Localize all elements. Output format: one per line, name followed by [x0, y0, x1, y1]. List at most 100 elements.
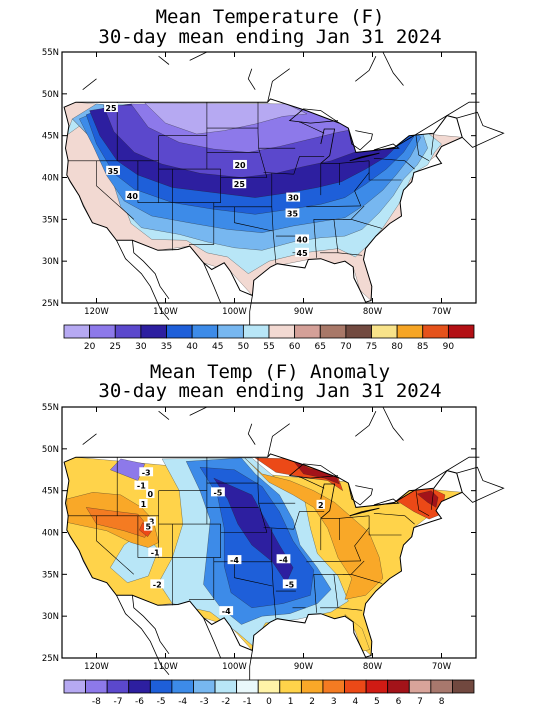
lat-tick-label: 35N — [42, 570, 59, 580]
state-boundary — [271, 173, 277, 264]
contour-label: 5 — [145, 523, 151, 532]
map1-title-line2: 30-day mean ending Jan 31 2024 — [98, 26, 442, 48]
state-boundary — [430, 133, 435, 155]
contour-label: 20 — [234, 161, 246, 170]
coastline — [347, 483, 373, 506]
colorbar-label: 20 — [84, 342, 96, 352]
state-boundary — [271, 528, 277, 619]
lat-tick-label: 30N — [42, 612, 59, 622]
colorbar-label: 2 — [309, 697, 315, 707]
colorbar-label: 80 — [391, 342, 403, 352]
colorbar-label: 6 — [396, 697, 402, 707]
lat-tick-label: 40N — [42, 529, 59, 539]
contour-label: -4 — [230, 556, 239, 565]
coastline — [394, 456, 480, 503]
coastline — [82, 78, 97, 91]
map2-title-line2: 30-day mean ending Jan 31 2024 — [98, 380, 442, 402]
colorbar-label: 8 — [439, 697, 445, 707]
state-boundary — [354, 172, 370, 207]
colorbar-label: 30 — [135, 342, 147, 352]
lat-tick-label: 40N — [42, 174, 59, 184]
contour-label: -5 — [213, 488, 222, 497]
state-boundary — [257, 457, 268, 533]
state-boundary — [415, 490, 430, 517]
state-boundary — [415, 135, 430, 162]
contour-band — [292, 460, 340, 485]
colorbar-swatch — [365, 679, 389, 694]
coastline — [247, 68, 256, 90]
coastline — [267, 68, 290, 103]
contour-label-bg — [316, 499, 325, 509]
colorbar-label: -3 — [200, 697, 209, 707]
colorbar-swatch — [430, 679, 453, 694]
contour-label-bg — [232, 179, 247, 189]
lat-tick-label: 55N — [42, 403, 59, 413]
contour-label: 45 — [297, 249, 309, 258]
contour-band — [244, 457, 384, 600]
colorbar-label: -2 — [221, 697, 230, 707]
contour-label-bg — [295, 234, 310, 244]
state-boundary — [350, 560, 365, 575]
us-outline — [63, 453, 463, 658]
colorbar-label: -5 — [157, 697, 166, 707]
geographic-boundaries — [63, 406, 505, 684]
colorbar-swatch — [106, 679, 130, 694]
state-boundary — [354, 527, 370, 562]
map-axes: 55N 50N 45N 40N 35N 30N 25N 120W 110W 100W 90W 80W 7… — [42, 48, 476, 317]
contour-label: 0 — [148, 490, 154, 499]
coastline — [249, 650, 253, 684]
contour-label: -4 — [279, 555, 288, 564]
contour-label-bg — [276, 554, 291, 564]
lon-tick-label: 70W — [432, 307, 452, 317]
contour-label: -2 — [153, 580, 162, 589]
contour-label-bg — [106, 165, 120, 175]
map-axes: 55N 50N 45N 40N 35N 30N 25N 120W 110W 100W 90W 80W 7… — [42, 403, 476, 672]
lat-tick-label: 55N — [42, 48, 59, 58]
lon-tick-label: 90W — [294, 662, 314, 672]
state-boundary — [313, 219, 317, 258]
coastline — [320, 128, 336, 164]
lat-tick-label: 25N — [42, 299, 59, 309]
contour-label-bg — [285, 208, 300, 218]
state-boundary — [333, 574, 339, 608]
colorbar-swatch — [63, 679, 86, 694]
lat-tick-label: 30N — [42, 257, 59, 267]
state-boundary — [263, 172, 294, 175]
contour-label: 1 — [141, 500, 147, 509]
colorbar-label: -4 — [178, 697, 187, 707]
colorbar-label: -7 — [113, 697, 122, 707]
colorbar-label: 60 — [289, 342, 301, 352]
contour-label-bg — [144, 521, 153, 531]
state-boundary — [263, 527, 294, 530]
contour-fills — [64, 101, 463, 302]
state-boundary — [368, 515, 402, 536]
coastline — [349, 507, 380, 517]
state-boundary — [368, 160, 402, 181]
lon-tick-label: 80W — [363, 662, 383, 672]
contour-label: 30 — [288, 194, 300, 203]
lon-tick-label: 70W — [432, 662, 452, 672]
coastline — [320, 483, 336, 519]
contour-label-bg — [104, 103, 118, 113]
lon-tick-label: 110W — [153, 662, 178, 672]
state-boundary — [293, 511, 325, 530]
colorbar-swatch — [322, 679, 345, 694]
colorbar: 20 25 30 35 40 45 50 55 60 65 70 75 80 85 90 — [63, 324, 475, 352]
colorbar-swatch — [257, 679, 281, 694]
state-boundary — [313, 574, 317, 613]
contour-label-bg — [125, 190, 140, 200]
contour-label: 2 — [318, 501, 324, 510]
colorbar-swatch — [128, 679, 151, 694]
contour-label-bg — [147, 516, 156, 526]
contour-label-bg — [139, 499, 148, 509]
state-boundary — [96, 515, 135, 575]
contour-label-bg — [295, 247, 310, 257]
colorbar-swatch — [236, 679, 259, 694]
map2-title-line1: Mean Temp (F) Anomaly — [149, 361, 391, 383]
lat-tick-label: 25N — [42, 654, 59, 664]
colorbar-swatch — [387, 679, 410, 694]
colorbar-label: 0 — [266, 697, 272, 707]
lat-tick-label: 35N — [42, 215, 59, 225]
state-boundary — [189, 202, 215, 245]
